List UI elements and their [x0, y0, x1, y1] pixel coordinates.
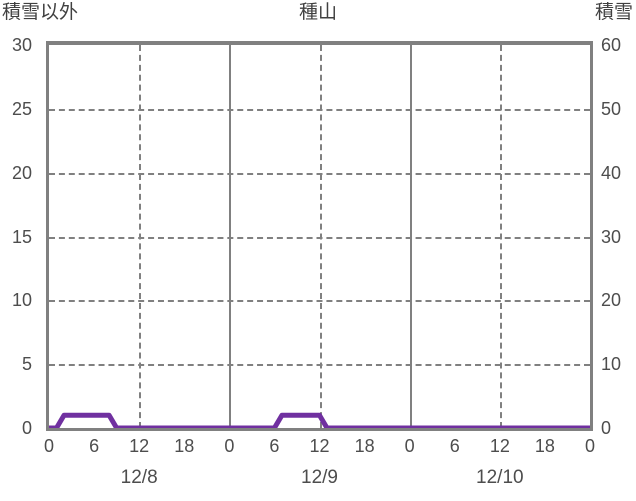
left-axis-tick-label: 0 [21, 418, 32, 438]
left-axis-tick-label: 25 [11, 98, 32, 119]
left-axis-tick-label: 20 [11, 162, 32, 183]
x-axis-tick-label: 12 [489, 436, 510, 456]
right-axis-unit-label: 積雪 [594, 2, 633, 23]
right-axis-tick-label: 0 [601, 418, 612, 438]
left-axis-tick-label: 15 [11, 226, 32, 247]
x-axis-tick-label: 6 [89, 436, 100, 456]
x-axis-tick-label: 0 [584, 436, 595, 456]
left-axis-tick-label: 30 [11, 35, 32, 55]
vertical-gridline-day-boundary [409, 45, 412, 428]
plot-inner [49, 45, 590, 428]
x-axis-tick-label: 0 [224, 436, 235, 456]
x-axis-tick-label: 0 [43, 436, 54, 456]
x-axis-tick-label: 6 [269, 436, 280, 456]
x-axis-tick-label: 18 [174, 436, 195, 456]
right-axis-tick-label: 30 [601, 226, 622, 247]
vertical-gridline-midday [139, 45, 142, 428]
vertical-gridline-midday [319, 45, 322, 428]
right-axis-tick-label: 20 [601, 290, 622, 311]
x-axis-day-label: 12/10 [476, 467, 524, 488]
plot-area [46, 41, 593, 431]
right-axis-tick-label: 60 [601, 35, 622, 55]
x-axis-tick-label: 18 [534, 436, 555, 456]
x-axis-tick-label: 12 [129, 436, 150, 456]
x-axis-tick-label: 12 [309, 436, 330, 456]
x-axis-day-label: 12/9 [301, 467, 338, 488]
left-axis-unit-label: 積雪以外 [2, 2, 79, 23]
right-axis-tick-label: 10 [601, 354, 622, 375]
x-axis-tick-label: 6 [449, 436, 460, 456]
vertical-gridline-midday [499, 45, 502, 428]
vertical-gridline-day-boundary [229, 45, 232, 428]
right-axis-tick-label: 50 [601, 98, 622, 119]
x-axis-day-label: 12/8 [120, 467, 158, 488]
left-axis-tick-label: 10 [11, 290, 32, 311]
x-axis-tick-label: 0 [404, 436, 415, 456]
x-axis-tick-label: 18 [354, 436, 375, 456]
chart-title: 種山 [298, 2, 337, 23]
left-axis-tick-label: 5 [21, 354, 32, 375]
right-axis-tick-label: 40 [601, 162, 622, 183]
